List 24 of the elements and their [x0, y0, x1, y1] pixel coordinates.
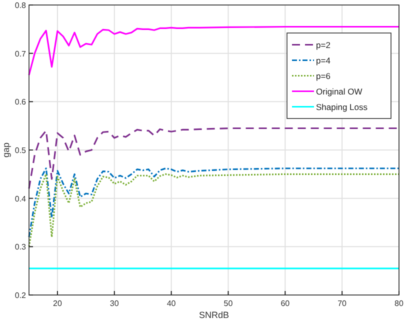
y-axis-title: gap	[1, 142, 11, 158]
y-tick-label: 0.3	[14, 242, 27, 252]
legend-label: p=6	[316, 70, 331, 81]
legend-label: p=4	[316, 55, 331, 66]
y-tick-label: 0.5	[14, 146, 27, 155]
legend-label: p=2	[316, 40, 331, 50]
line-series	[28, 173, 400, 248]
legend-label: Original OW	[316, 86, 362, 96]
x-tick-label: 30	[110, 299, 120, 308]
x-tick-label: 70	[338, 299, 348, 308]
y-tick-label: 0.8	[14, 1, 27, 10]
y-tick-label: 0.2	[14, 291, 27, 300]
y-tick-label: 0.6	[14, 98, 27, 107]
line-series	[28, 168, 400, 238]
line-series	[28, 127, 400, 190]
x-tick-label: 40	[166, 299, 176, 308]
y-tick-label: 0.7	[14, 49, 27, 58]
y-tick-label: 0.4	[14, 194, 27, 204]
x-tick-label: 60	[280, 299, 290, 308]
x-tick-label: 20	[53, 299, 62, 308]
x-axis-title: SNRdB	[198, 310, 230, 320]
x-tick-label: 50	[224, 299, 234, 308]
legend-label: Shaping Loss	[316, 102, 368, 112]
x-tick-label: 80	[394, 299, 404, 308]
